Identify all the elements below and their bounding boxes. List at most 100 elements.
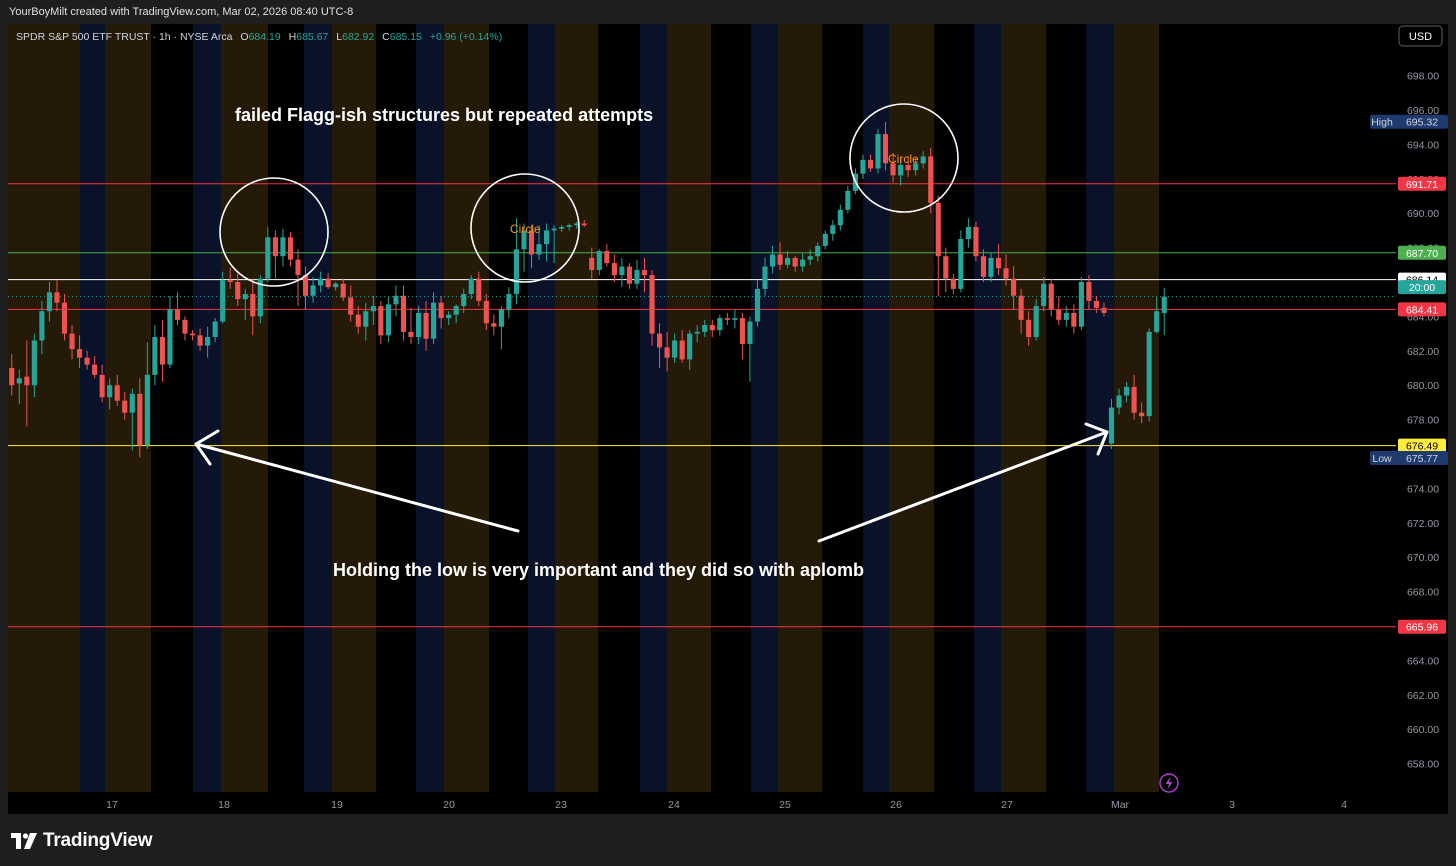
candle-body xyxy=(415,312,422,338)
candle xyxy=(506,287,512,319)
level-badge-box xyxy=(1398,438,1446,453)
candle xyxy=(468,275,474,300)
candle xyxy=(581,220,587,227)
candle xyxy=(724,312,730,325)
candle-body xyxy=(431,302,437,339)
candle xyxy=(182,316,188,341)
candle xyxy=(551,225,557,264)
candle xyxy=(167,295,173,368)
candle xyxy=(415,306,422,344)
candle xyxy=(830,220,836,241)
candle-body xyxy=(107,385,113,398)
lightning-icon[interactable] xyxy=(1159,773,1179,793)
candle xyxy=(528,225,535,269)
candle-body xyxy=(453,306,459,315)
candle xyxy=(988,252,994,282)
annotation-circle-2[interactable] xyxy=(470,173,580,283)
time-tick-label: 24 xyxy=(668,799,680,811)
session-band xyxy=(1001,24,1046,792)
candlestick-chart[interactable]: Circle Circle failed Flagg-ish structure… xyxy=(8,24,1448,814)
countdown-badge-box xyxy=(1398,280,1446,295)
candle-body xyxy=(318,278,324,286)
candle xyxy=(242,288,248,320)
candle-body xyxy=(1154,311,1160,332)
price-axis[interactable]: 658.00660.00662.00664.00666.00668.00670.… xyxy=(1396,24,1448,814)
candle xyxy=(197,328,203,351)
arrow-right[interactable] xyxy=(817,422,1109,543)
candle-body xyxy=(973,226,979,257)
candle xyxy=(754,280,761,327)
candle xyxy=(679,330,685,363)
price-tick-label: 668.00 xyxy=(1407,587,1439,599)
candle xyxy=(521,223,527,272)
candle-body xyxy=(61,302,68,334)
candle xyxy=(69,325,75,360)
candle xyxy=(54,280,60,312)
session-band xyxy=(221,24,268,792)
annotation-circle-3[interactable] xyxy=(849,103,959,213)
candle xyxy=(619,257,625,288)
candle-body xyxy=(385,304,391,336)
candle-body xyxy=(483,300,489,324)
arrow-left[interactable] xyxy=(194,429,520,533)
candle xyxy=(189,330,196,341)
candle-body xyxy=(302,275,309,296)
level-badge-box xyxy=(1398,245,1446,260)
candle-body xyxy=(845,190,851,210)
candle-body xyxy=(257,278,263,317)
price-tick-label: 678.00 xyxy=(1407,415,1439,427)
candle xyxy=(393,285,399,317)
time-tick-label: 27 xyxy=(1001,799,1013,811)
candle-body xyxy=(898,165,904,176)
session-band xyxy=(416,24,444,792)
low-label: L xyxy=(336,31,342,43)
candle xyxy=(905,156,911,178)
low-badge-box xyxy=(1370,450,1448,465)
candle xyxy=(882,122,889,171)
candle xyxy=(1078,276,1084,331)
candle xyxy=(340,278,346,301)
candle-body xyxy=(574,223,580,226)
candle-body xyxy=(875,134,881,169)
price-tick-label: 690.00 xyxy=(1407,208,1439,220)
candle-body xyxy=(634,269,640,284)
candle xyxy=(1108,398,1115,449)
candle-body xyxy=(890,163,896,176)
currency-button[interactable]: USD xyxy=(1398,25,1443,47)
candle xyxy=(739,312,745,360)
candle-body xyxy=(754,288,761,322)
candle-body xyxy=(370,306,376,312)
candle xyxy=(769,245,776,274)
candle-body xyxy=(272,237,278,257)
candle-body xyxy=(461,294,467,307)
candle-body xyxy=(544,230,550,245)
tradingview-logo[interactable]: TradingView xyxy=(11,830,153,852)
candle-body xyxy=(129,393,135,413)
candle xyxy=(875,128,881,174)
time-tick-label: 4 xyxy=(1341,799,1347,811)
candle-body xyxy=(220,280,226,322)
candle xyxy=(355,306,361,334)
candle-body xyxy=(46,292,52,312)
candle-body xyxy=(24,376,30,386)
chart-area[interactable]: Circle Circle failed Flagg-ish structure… xyxy=(8,24,1448,814)
close-label: C xyxy=(382,31,390,43)
annotation-circle-1[interactable] xyxy=(219,177,329,287)
candle xyxy=(438,295,444,329)
candle xyxy=(800,252,806,272)
candle-body xyxy=(604,251,610,264)
candle xyxy=(363,302,369,341)
price-tick-label: 672.00 xyxy=(1407,518,1439,530)
time-axis[interactable]: 17 18 19 20 23 24 25 26 27 Mar 3 4 xyxy=(8,792,1448,814)
session-band xyxy=(640,24,667,792)
candle xyxy=(250,278,256,336)
candle xyxy=(280,228,286,267)
candle-body xyxy=(39,311,45,341)
candle xyxy=(1086,275,1092,310)
candle-body xyxy=(468,278,474,295)
candle xyxy=(99,364,105,403)
candle-body xyxy=(1003,268,1009,279)
candle-body xyxy=(363,311,369,327)
candle-body xyxy=(596,251,602,270)
time-tick-label: 20 xyxy=(443,799,455,811)
